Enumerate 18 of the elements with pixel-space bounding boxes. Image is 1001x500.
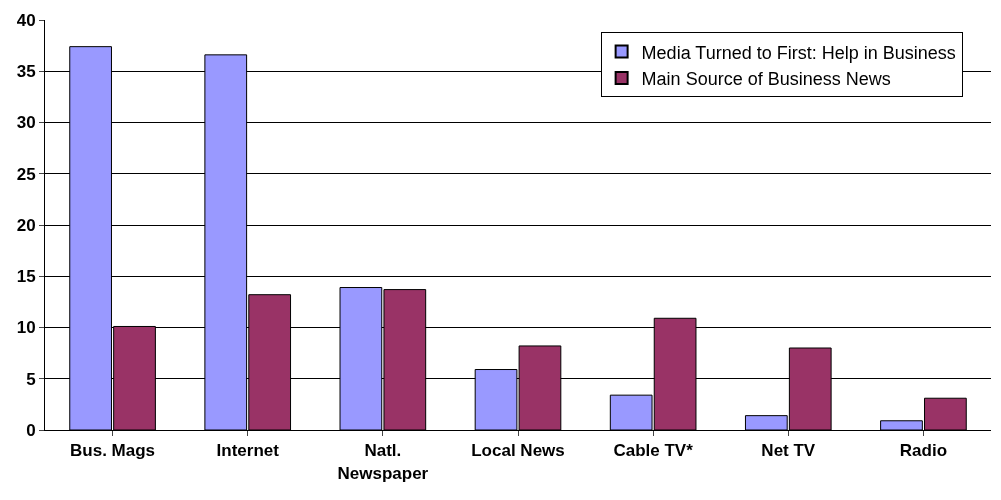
- x-tick-label: Cable TV*: [613, 441, 694, 461]
- y-tick-label: 10: [16, 318, 36, 338]
- y-tick-label: 25: [16, 164, 36, 184]
- x-tick-label: Natl. Newspaper: [337, 441, 429, 483]
- x-tick-label: Local News: [471, 441, 565, 461]
- y-tick-label: 0: [26, 420, 36, 440]
- x-tick-label: Net TV: [761, 441, 816, 461]
- x-tick-label: Radio: [899, 441, 948, 461]
- legend-label: Main Source of Business News: [641, 68, 891, 89]
- y-tick-label: 15: [16, 267, 36, 287]
- y-tick-label: 5: [26, 369, 36, 389]
- y-tick-label: 30: [16, 113, 36, 133]
- y-tick-label: 40: [16, 10, 36, 30]
- y-tick-label: 35: [16, 62, 36, 82]
- x-tick-label: Bus. Mags: [70, 441, 156, 461]
- x-tick-label: Internet: [216, 441, 280, 461]
- legend-label: Media Turned to First: Help in Business: [641, 42, 956, 63]
- y-tick-label: 20: [16, 215, 36, 235]
